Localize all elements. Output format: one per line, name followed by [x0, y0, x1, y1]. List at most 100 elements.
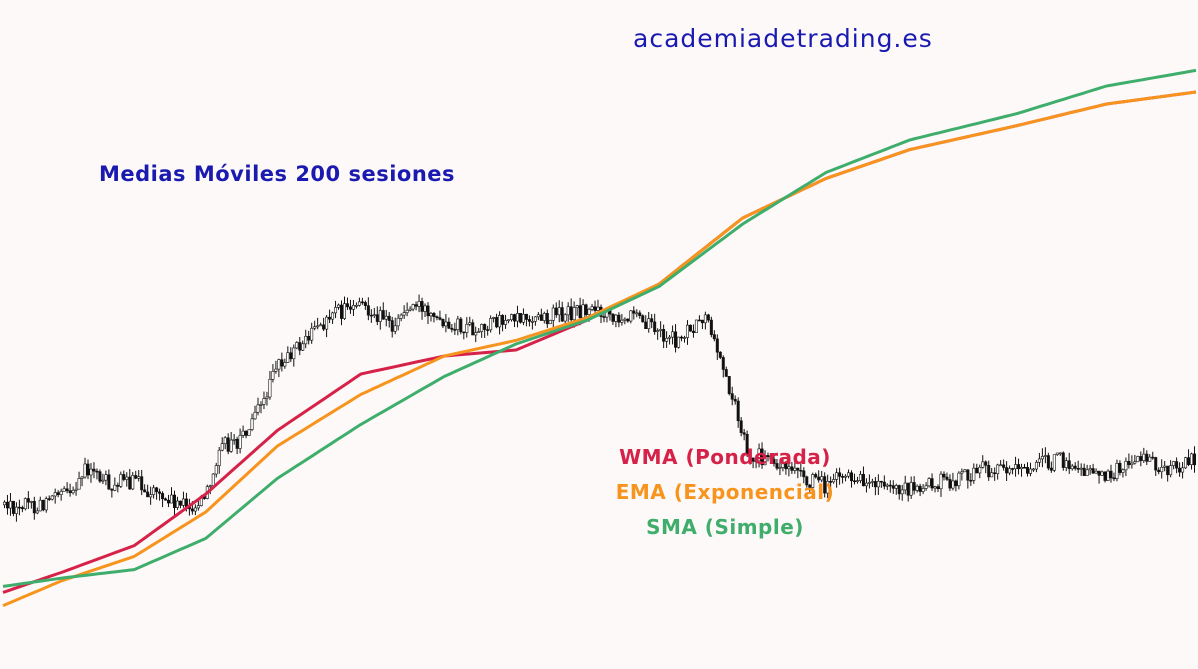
candle-body [337, 304, 341, 308]
candle-body [1169, 465, 1173, 476]
candle [638, 310, 642, 319]
candle [116, 482, 120, 493]
candle-body [864, 482, 868, 487]
candle-body [972, 467, 976, 481]
candle [268, 371, 272, 400]
candle [760, 442, 764, 469]
candle [566, 302, 570, 322]
candle-body [486, 329, 490, 331]
candle-body [906, 482, 910, 496]
candle-body [1130, 462, 1134, 466]
candle-body [814, 474, 818, 478]
candle-body [146, 491, 150, 498]
candle [847, 469, 851, 479]
candle-body [653, 321, 657, 332]
candle-body [900, 489, 904, 495]
candle [879, 480, 883, 488]
candle [942, 471, 946, 481]
candle-body [32, 501, 36, 514]
candle-body [626, 318, 630, 322]
candle-body [659, 329, 663, 331]
candle [337, 303, 341, 310]
candle-body [241, 430, 245, 436]
candle-body [781, 462, 785, 468]
candle-body [128, 476, 132, 490]
candle [322, 317, 326, 332]
candle-body [536, 314, 540, 318]
candle-body [620, 319, 624, 323]
candle [930, 473, 934, 491]
candle-body [340, 304, 344, 319]
candle [345, 297, 349, 310]
candle [328, 309, 332, 324]
candle-body [641, 315, 645, 323]
candle-body [572, 307, 576, 321]
candle-body [289, 352, 293, 360]
candle [918, 483, 922, 497]
candle [1157, 467, 1161, 475]
candle [521, 308, 525, 326]
candle-body [635, 312, 639, 315]
candle-body [53, 492, 57, 497]
candle [387, 312, 391, 328]
candle-body [987, 465, 991, 478]
candle-body [35, 510, 39, 514]
candle-body [1020, 466, 1024, 470]
candle [325, 315, 329, 338]
candle [718, 351, 722, 360]
candle-body [366, 305, 370, 316]
candle-body [354, 304, 358, 307]
candle-body [1043, 455, 1047, 457]
candle [178, 500, 182, 509]
candle-body [1124, 460, 1128, 471]
candle-body [712, 334, 716, 340]
candle-body [175, 500, 179, 508]
candle [703, 311, 707, 330]
candle [629, 310, 633, 324]
candle [694, 319, 698, 333]
candle-body [850, 472, 854, 482]
candle [426, 302, 430, 325]
candle-body [1058, 452, 1062, 455]
candle [975, 463, 979, 474]
candle [984, 460, 988, 474]
candle [384, 309, 388, 327]
candle-body [316, 325, 320, 328]
candle [1097, 470, 1101, 484]
candle [611, 313, 615, 325]
candle [515, 305, 519, 328]
candle-body [903, 482, 907, 491]
candle [310, 322, 314, 344]
candle [331, 311, 335, 324]
candle [1028, 462, 1032, 477]
candle-body [235, 438, 239, 449]
candle [1094, 468, 1098, 474]
candle-body [691, 330, 695, 333]
candle-body [498, 315, 502, 328]
candle-body [563, 314, 567, 322]
candle-body [468, 322, 472, 325]
candle [483, 323, 487, 338]
candle [304, 329, 308, 349]
legend-item-sma: SMA (Simple) [646, 515, 804, 539]
candle-body [411, 304, 415, 310]
candle [763, 450, 767, 466]
candle-body [539, 314, 543, 321]
candle-body [521, 313, 525, 323]
candle [844, 474, 848, 482]
candle-body [930, 478, 934, 489]
candle-body [23, 498, 27, 510]
candle-body [748, 453, 752, 459]
candle-body [796, 467, 800, 471]
candle [408, 306, 412, 312]
candle-body [927, 478, 931, 487]
candle [357, 297, 361, 307]
candle-body [1052, 454, 1056, 471]
candle [751, 457, 755, 469]
candle [1124, 457, 1128, 477]
sma-line [2, 68, 1197, 588]
candle [26, 491, 30, 510]
candle-body [193, 507, 197, 512]
candle [981, 455, 985, 469]
